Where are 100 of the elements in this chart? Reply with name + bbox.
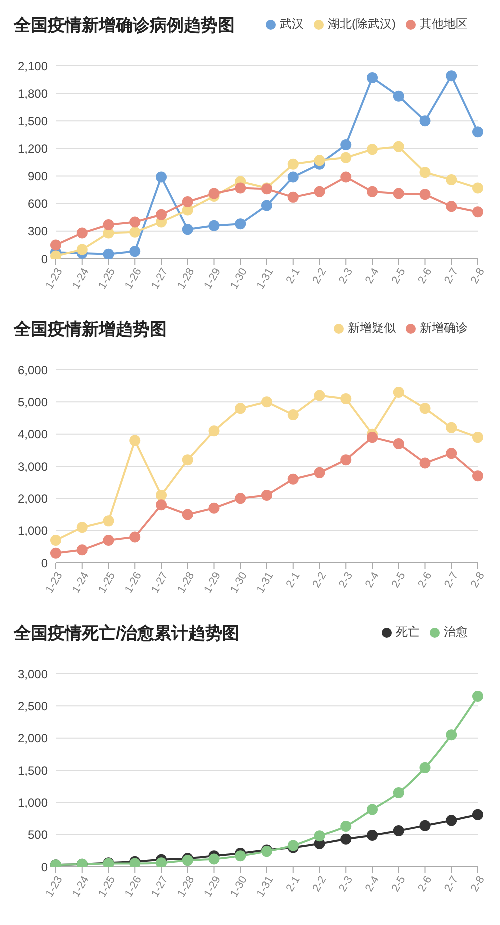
point bbox=[472, 182, 484, 194]
point bbox=[340, 140, 352, 151]
x-tick-label: 2-4 bbox=[364, 874, 382, 894]
point bbox=[393, 788, 404, 799]
point bbox=[420, 820, 431, 832]
point bbox=[235, 182, 246, 194]
x-tick-label: 2-1 bbox=[284, 874, 303, 894]
x-tick-label: 2-2 bbox=[310, 874, 330, 894]
point bbox=[208, 188, 220, 200]
point bbox=[182, 509, 194, 520]
y-tick-label: 6,000 bbox=[18, 363, 48, 378]
point bbox=[393, 141, 404, 152]
point bbox=[446, 422, 458, 434]
x-tick-label: 2-4 bbox=[364, 266, 382, 286]
point bbox=[472, 691, 484, 702]
x-tick-label: 2-8 bbox=[469, 874, 488, 894]
point bbox=[472, 206, 484, 218]
x-tick-label: 2-7 bbox=[442, 570, 461, 590]
point bbox=[130, 226, 141, 238]
y-tick-label: 0 bbox=[41, 556, 48, 570]
point bbox=[182, 224, 194, 236]
point bbox=[314, 155, 326, 166]
point bbox=[367, 432, 378, 444]
y-tick-label: 500 bbox=[28, 828, 48, 842]
y-tick-label: 1,500 bbox=[18, 114, 48, 128]
point bbox=[314, 186, 326, 198]
point bbox=[314, 467, 326, 478]
point bbox=[235, 218, 246, 230]
point bbox=[446, 448, 458, 460]
point bbox=[103, 534, 114, 546]
point bbox=[235, 493, 246, 504]
point bbox=[340, 152, 352, 164]
point bbox=[235, 403, 246, 414]
y-tick-label: 900 bbox=[28, 170, 48, 184]
x-tick-label: 2-7 bbox=[442, 266, 461, 286]
chart-title: 全国疫情死亡/治愈累计趋势图 bbox=[14, 623, 240, 645]
x-tick-label: 2-8 bbox=[469, 570, 488, 590]
point bbox=[393, 90, 404, 102]
x-tick-label: 2-1 bbox=[284, 266, 303, 286]
y-tick-label: 2,500 bbox=[18, 699, 48, 714]
point bbox=[420, 403, 431, 414]
point bbox=[156, 490, 167, 501]
point bbox=[288, 172, 299, 183]
y-tick-label: 3,000 bbox=[18, 460, 48, 474]
point bbox=[446, 201, 458, 212]
point bbox=[76, 228, 88, 239]
point bbox=[76, 544, 88, 556]
point bbox=[103, 248, 114, 259]
point bbox=[130, 216, 141, 228]
point bbox=[446, 815, 458, 826]
y-tick-label: 600 bbox=[28, 197, 48, 212]
x-tick-label: 2-3 bbox=[337, 266, 356, 286]
legend-label: 治愈 bbox=[444, 625, 468, 639]
y-tick-label: 0 bbox=[41, 252, 48, 266]
x-tick-label: 2-4 bbox=[364, 570, 382, 590]
legend-label: 其他地区 bbox=[420, 17, 468, 31]
point bbox=[367, 804, 378, 816]
point bbox=[340, 820, 352, 832]
y-tick-label: 2,100 bbox=[18, 59, 48, 74]
x-tick-label: 2-7 bbox=[442, 874, 461, 894]
point bbox=[420, 762, 431, 774]
point bbox=[288, 192, 299, 203]
y-tick-label: 1,200 bbox=[18, 142, 48, 156]
point bbox=[103, 219, 114, 230]
point bbox=[367, 186, 378, 198]
point bbox=[156, 858, 167, 867]
y-tick-label: 0 bbox=[41, 860, 48, 874]
point bbox=[262, 200, 272, 212]
x-tick-label: 2-6 bbox=[416, 570, 435, 590]
point bbox=[367, 144, 378, 156]
point bbox=[340, 454, 352, 466]
point bbox=[208, 426, 220, 437]
point bbox=[182, 196, 194, 208]
point bbox=[50, 250, 62, 259]
x-tick-label: 2-5 bbox=[390, 874, 408, 894]
point bbox=[393, 825, 404, 836]
point bbox=[50, 548, 62, 559]
legend-label: 湖北(除武汉) bbox=[328, 17, 396, 31]
point bbox=[103, 516, 114, 527]
x-tick-label: 2-2 bbox=[310, 266, 330, 286]
point bbox=[367, 830, 378, 841]
y-tick-label: 2,000 bbox=[18, 732, 48, 746]
point bbox=[472, 126, 484, 138]
chart-title: 全国疫情新增确诊病例趋势图 bbox=[14, 15, 235, 37]
point bbox=[262, 396, 272, 408]
point bbox=[472, 432, 484, 444]
x-tick-label: 2-5 bbox=[390, 570, 408, 590]
point bbox=[420, 189, 431, 200]
point bbox=[472, 809, 484, 820]
legend-label: 死亡 bbox=[396, 625, 420, 639]
point bbox=[446, 70, 458, 82]
y-tick-label: 1,000 bbox=[18, 796, 48, 810]
x-tick-label: 2-5 bbox=[390, 266, 408, 286]
point bbox=[393, 188, 404, 200]
point bbox=[208, 502, 220, 514]
y-tick-label: 1,800 bbox=[18, 86, 48, 101]
point bbox=[235, 850, 246, 862]
x-tick-label: 2-8 bbox=[469, 266, 488, 286]
point bbox=[262, 490, 272, 501]
point bbox=[288, 158, 299, 170]
